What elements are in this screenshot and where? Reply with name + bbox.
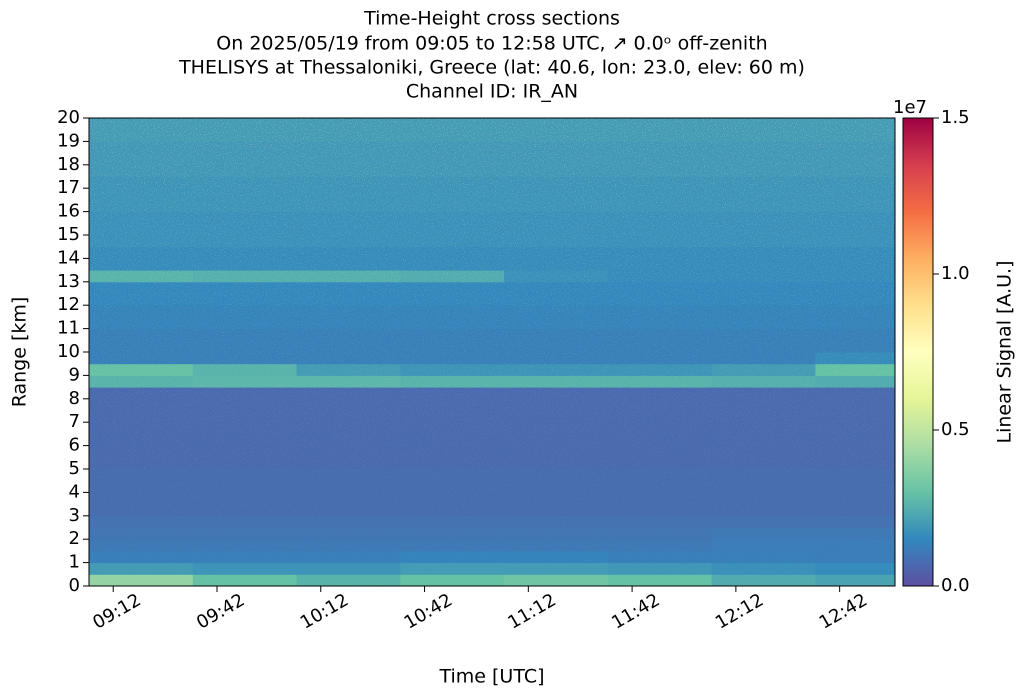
y-tick-label: 12 [57, 294, 80, 315]
y-tick-label: 16 [57, 201, 80, 222]
y-axis-label: Range [km] [9, 297, 31, 408]
y-tick-label: 11 [57, 318, 80, 339]
y-tick-label: 6 [69, 435, 80, 456]
colorbar-tick-label: 1.0 [941, 263, 970, 284]
colorbar-offset: 1e7 [893, 97, 927, 118]
colorbar-tick-label: 0.0 [941, 575, 970, 596]
x-tick-label: 11:12 [504, 590, 559, 634]
y-tick-label: 18 [57, 154, 80, 175]
x-tick-label: 12:42 [816, 590, 871, 634]
chart-subtitle: On 2025/05/19 from 09:05 to 12:58 UTC, ↗… [216, 33, 767, 55]
colorbar-tick-label: 1.5 [941, 107, 970, 128]
y-tick-label: 1 [69, 552, 80, 573]
y-tick-label: 13 [57, 271, 80, 292]
chart-subtitle: THELISYS at Thessaloniki, Greece (lat: 4… [178, 57, 805, 79]
colorbar-label: Linear Signal [A.U.] [994, 261, 1016, 444]
y-tick-label: 0 [69, 575, 80, 596]
noise-texture [89, 118, 895, 586]
y-tick-label: 5 [69, 458, 80, 479]
x-tick-label: 10:12 [297, 590, 352, 634]
y-tick-label: 9 [69, 364, 80, 385]
chart-title: Time-Height cross sections [363, 8, 620, 30]
x-tick-label: 09:12 [89, 590, 144, 634]
y-tick-label: 7 [69, 411, 80, 432]
y-tick-label: 3 [69, 505, 80, 526]
y-tick-label: 10 [57, 341, 80, 362]
y-tick-label: 19 [57, 130, 80, 151]
x-tick-label: 12:12 [712, 590, 767, 634]
chart-subtitle: Channel ID: IR_AN [406, 81, 578, 103]
y-tick-label: 17 [57, 177, 80, 198]
colorbar-tick-label: 0.5 [941, 419, 970, 440]
x-tick-label: 11:42 [608, 590, 663, 634]
x-tick-label: 09:42 [193, 590, 248, 634]
colorbar [902, 117, 934, 587]
y-tick-label: 15 [57, 224, 80, 245]
y-tick-label: 14 [57, 247, 80, 268]
y-tick-label: 4 [69, 481, 80, 502]
y-tick-label: 20 [57, 107, 80, 128]
x-tick-label: 10:42 [401, 590, 456, 634]
y-tick-label: 2 [69, 528, 80, 549]
y-tick-label: 8 [69, 388, 80, 409]
x-axis-label: Time [UTC] [438, 666, 544, 688]
